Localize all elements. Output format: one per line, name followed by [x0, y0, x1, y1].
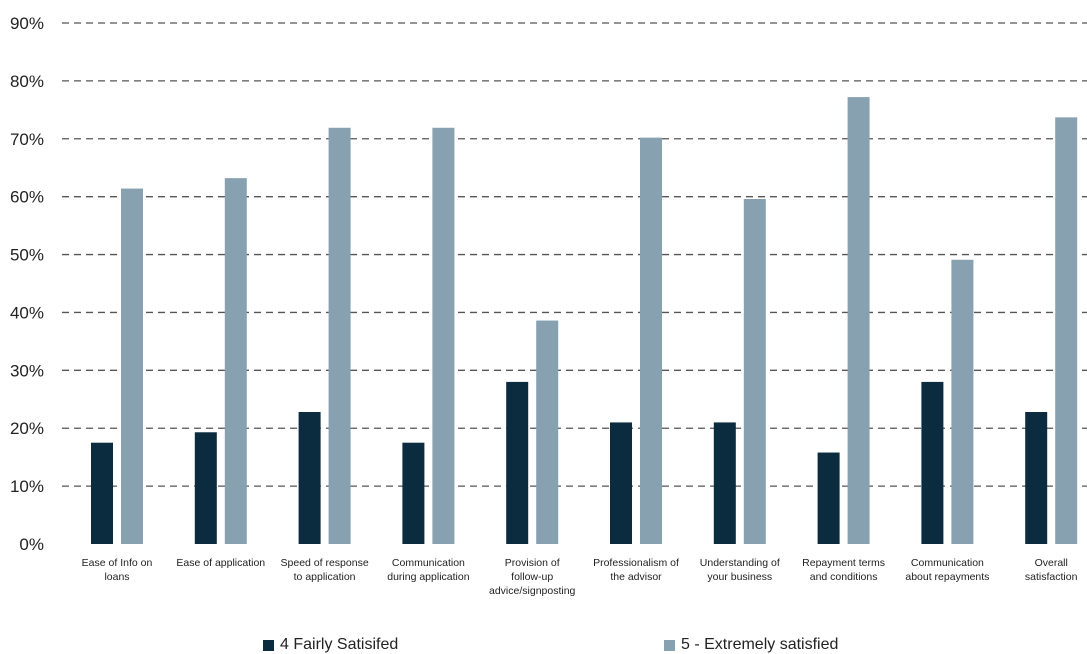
legend: 4 Fairly Satisifed 5 - Extremely satisfi…	[0, 628, 1087, 654]
bar-series-4	[610, 422, 632, 544]
bar-series-5	[536, 320, 559, 544]
legend-item-series-4: 4 Fairly Satisifed	[263, 636, 398, 654]
bar-series-5	[951, 259, 974, 544]
bar-series-4	[91, 442, 113, 544]
x-tick-label: Repayment terms and conditions	[802, 557, 885, 583]
bar-series-4	[921, 381, 944, 544]
legend-swatch-series-5	[664, 639, 675, 651]
bar-series-4	[713, 422, 736, 544]
x-tick-label: Communication during application	[387, 557, 469, 583]
bar-series-5	[847, 97, 870, 544]
x-axis-ticks: Ease of Info on loans Ease of application S…	[82, 557, 1078, 597]
y-tick-label: 0%	[19, 535, 44, 554]
legend-label-series-4: 4 Fairly Satisifed	[280, 636, 399, 653]
y-tick-label: 50%	[10, 246, 44, 265]
y-tick-label: 80%	[10, 72, 44, 91]
bar-series-5	[121, 188, 143, 544]
bar-series-4	[506, 381, 529, 544]
y-tick-label: 90%	[10, 14, 44, 33]
x-tick-label: Speed of response to application	[281, 557, 369, 583]
bar-series-4	[194, 432, 217, 544]
y-tick-label: 40%	[10, 303, 44, 322]
legend-item-series-5: 5 - Extremely satisfied	[664, 636, 838, 654]
x-tick-label: Ease of Info on loans	[82, 557, 153, 583]
bar-series-5	[328, 127, 351, 544]
bar-series-4	[298, 412, 321, 544]
bar-series-4	[402, 442, 425, 544]
x-tick-label: Overall satisfaction	[1025, 557, 1078, 583]
bar-series-4	[817, 452, 840, 544]
x-tick-label: Ease of application	[176, 557, 265, 569]
bar-series-5	[1055, 117, 1078, 544]
bar-series-5	[743, 198, 766, 544]
bar-series-4	[1025, 412, 1048, 544]
bar-series-5	[432, 127, 455, 544]
y-axis-ticks: 0% 10% 20% 30% 40% 50% 60% 70% 80% 90%	[10, 14, 44, 554]
legend-swatch-series-4	[263, 639, 274, 651]
y-tick-label: 10%	[10, 477, 44, 496]
y-tick-label: 70%	[10, 130, 44, 149]
x-tick-label: Provision of follow-up advice/signposting	[489, 557, 576, 597]
y-tick-label: 20%	[10, 419, 44, 438]
y-tick-label: 60%	[10, 188, 44, 207]
bar-series-5	[640, 137, 662, 544]
bar-chart: 0% 10% 20% 30% 40% 50% 60% 70% 80% 90% Ease of In…	[10, 14, 1087, 597]
x-tick-label: Communication about repayments	[905, 557, 989, 583]
bar-series-5	[224, 178, 247, 545]
bars	[91, 97, 1078, 545]
y-tick-label: 30%	[10, 361, 44, 380]
x-tick-label: Understanding of your business	[700, 557, 780, 583]
x-tick-label: Professionalism of the advisor	[593, 557, 679, 583]
legend-label-series-5: 5 - Extremely satisfied	[681, 636, 839, 653]
